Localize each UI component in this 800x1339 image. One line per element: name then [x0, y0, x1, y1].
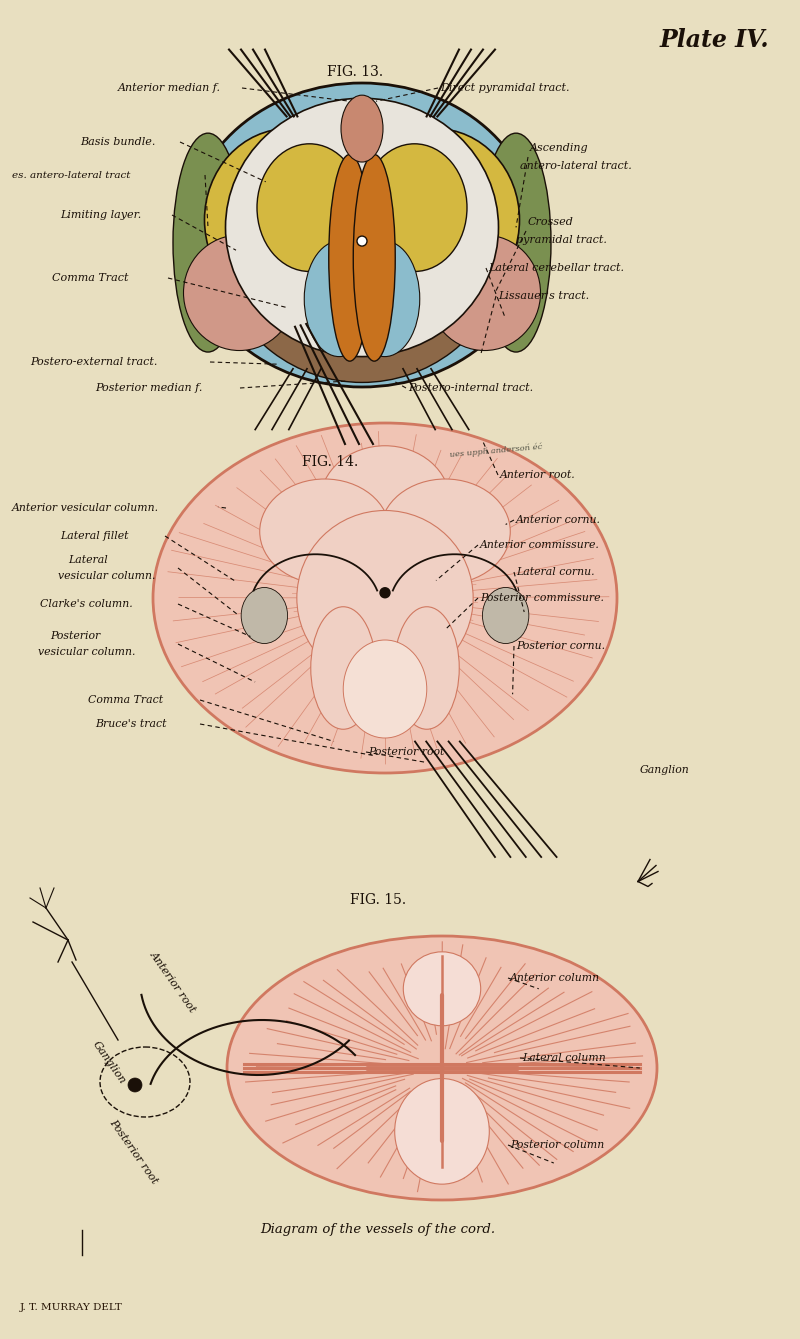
Text: Posterior cornu.: Posterior cornu. [516, 641, 605, 651]
Ellipse shape [128, 1078, 142, 1093]
Text: Crossed: Crossed [528, 217, 574, 228]
Text: Posterior column: Posterior column [510, 1139, 604, 1150]
Text: es. antero-lateral tract: es. antero-lateral tract [12, 170, 130, 179]
Ellipse shape [320, 446, 450, 558]
Text: Anterior root: Anterior root [148, 949, 198, 1014]
Text: Plate IV.: Plate IV. [660, 28, 770, 52]
Text: Posterior root: Posterior root [108, 1117, 160, 1185]
Text: Lateral column: Lateral column [522, 1052, 606, 1063]
Text: vesicular column.: vesicular column. [38, 647, 135, 657]
Text: Anterior cornu.: Anterior cornu. [516, 516, 601, 525]
Text: vesicular column.: vesicular column. [58, 570, 155, 581]
Ellipse shape [481, 133, 551, 352]
Text: Clarke's column.: Clarke's column. [40, 599, 133, 609]
Text: Lateral fillet: Lateral fillet [60, 532, 129, 541]
Text: Lateral: Lateral [68, 554, 108, 565]
Text: Anterior vesicular column.: Anterior vesicular column. [12, 503, 159, 513]
Text: Posterior root: Posterior root [368, 747, 444, 757]
Ellipse shape [173, 133, 243, 352]
Text: Anterior column: Anterior column [510, 973, 600, 983]
Ellipse shape [354, 154, 395, 362]
Ellipse shape [329, 154, 370, 362]
Ellipse shape [380, 479, 510, 584]
Text: Anterior median f.: Anterior median f. [118, 83, 221, 92]
Text: Posterior median f.: Posterior median f. [95, 383, 202, 394]
Ellipse shape [403, 952, 481, 1026]
Ellipse shape [226, 98, 498, 356]
Ellipse shape [297, 510, 473, 686]
Text: Lateral cornu.: Lateral cornu. [516, 566, 594, 577]
Text: Direct pyramidal tract.: Direct pyramidal tract. [440, 83, 570, 92]
Text: Postero-external tract.: Postero-external tract. [30, 358, 158, 367]
Ellipse shape [260, 479, 390, 584]
Ellipse shape [394, 607, 459, 730]
Text: Ganglion: Ganglion [640, 765, 690, 775]
Ellipse shape [183, 236, 295, 351]
Wedge shape [219, 266, 505, 383]
Ellipse shape [304, 241, 374, 356]
Text: J. T. MURRAY DELT: J. T. MURRAY DELT [20, 1303, 123, 1312]
Ellipse shape [482, 588, 529, 644]
Text: Posterior commissure.: Posterior commissure. [480, 593, 604, 603]
Text: Diagram of the vessels of the cord.: Diagram of the vessels of the cord. [260, 1224, 495, 1236]
Ellipse shape [341, 95, 383, 162]
Ellipse shape [227, 936, 657, 1200]
Ellipse shape [394, 1078, 490, 1184]
Ellipse shape [241, 588, 287, 644]
Text: Anterior commissure.: Anterior commissure. [480, 540, 600, 550]
Text: FIG. 14.: FIG. 14. [302, 455, 358, 469]
Text: Basis bundle.: Basis bundle. [80, 137, 155, 147]
Ellipse shape [153, 423, 617, 773]
Text: Bruce's tract: Bruce's tract [95, 719, 166, 728]
Ellipse shape [257, 143, 362, 272]
Text: Posterior: Posterior [50, 631, 100, 641]
Text: Lissauer's tract.: Lissauer's tract. [498, 291, 589, 301]
Text: antero-lateral tract.: antero-lateral tract. [520, 161, 632, 171]
Ellipse shape [429, 236, 541, 351]
Text: Lateral cerebellar tract.: Lateral cerebellar tract. [488, 262, 624, 273]
Ellipse shape [380, 588, 390, 597]
Ellipse shape [343, 640, 426, 738]
Text: Ascending: Ascending [530, 143, 589, 153]
Text: FIG. 15.: FIG. 15. [350, 893, 406, 907]
Ellipse shape [357, 236, 367, 246]
Text: Comma Tract: Comma Tract [52, 273, 129, 283]
Text: FIG. 13.: FIG. 13. [327, 66, 383, 79]
Text: pyramidal tract.: pyramidal tract. [516, 236, 607, 245]
Ellipse shape [362, 143, 467, 272]
Text: Anterior root.: Anterior root. [500, 470, 576, 479]
Ellipse shape [187, 83, 537, 387]
Text: ues upph́ andersoń éć: ues upph́ andersoń éć [450, 443, 543, 459]
Ellipse shape [351, 129, 519, 311]
Text: Postero-internal tract.: Postero-internal tract. [408, 383, 533, 394]
Ellipse shape [205, 129, 373, 311]
Ellipse shape [350, 241, 420, 356]
Ellipse shape [274, 114, 450, 169]
Ellipse shape [310, 607, 376, 730]
Text: Limiting layer.: Limiting layer. [60, 210, 142, 220]
Text: Ganglion: Ganglion [91, 1039, 128, 1086]
Text: Comma Tract: Comma Tract [88, 695, 163, 706]
